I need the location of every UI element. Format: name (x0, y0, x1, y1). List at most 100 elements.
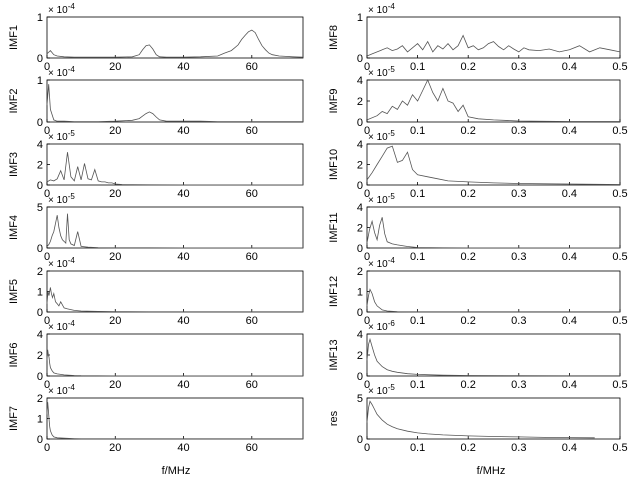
axes-frame (46, 206, 304, 249)
y-tick-label: 0 (37, 53, 43, 65)
x-tick-label: 0.2 (461, 125, 476, 137)
axes-frame (366, 16, 621, 59)
x-tick-label: 0.1 (410, 188, 425, 200)
x-tick-label: 0 (44, 125, 50, 137)
axes-frame (46, 16, 304, 59)
x-tick-label: 0.5 (612, 125, 627, 137)
y-tick-label: 4 (357, 329, 363, 341)
panel-imf13: IMF13 × 10-6 0 2 4 0 0.1 0.2 0.3 0.4 0.5 (328, 319, 628, 391)
y-tick-label: 2 (357, 160, 363, 172)
exponent-label: × 10-5 (368, 383, 395, 397)
exponent-label: × 10-4 (48, 383, 75, 397)
exponent-label: × 10-4 (368, 256, 395, 270)
series-line-imf5 (46, 287, 303, 313)
y-axis-label: IMF13 (328, 339, 340, 370)
y-tick-label: 5 (357, 393, 363, 405)
x-tick-label: 20 (109, 125, 121, 137)
x-tick-label: 0.4 (562, 442, 577, 454)
x-tick-label: 0 (364, 315, 370, 327)
x-tick-label: 0.5 (612, 61, 627, 73)
y-axis-label: IMF8 (328, 25, 340, 50)
y-tick-label: 0 (357, 180, 363, 192)
y-tick-label: 2 (37, 266, 43, 278)
x-tick-label: 0.1 (410, 379, 425, 391)
panel-imf10: IMF10 × 10-5 0 2 4 0 0.1 0.2 0.3 0.4 0.5 (328, 129, 628, 200)
y-tick-label: 0 (357, 434, 363, 446)
y-tick-label: 0 (37, 243, 43, 255)
axes-frame (366, 143, 621, 186)
y-tick-label: 0 (357, 243, 363, 255)
exponent-label: × 10-4 (368, 2, 395, 16)
x-tick-label: 0.1 (410, 442, 425, 454)
exponent-label: × 10-4 (48, 319, 75, 333)
x-tick-label: 0.1 (410, 125, 425, 137)
y-axis-label: IMF11 (328, 212, 340, 242)
series-line-imf13 (366, 337, 620, 377)
x-tick-label: 40 (177, 442, 189, 454)
exponent-label: × 10-5 (368, 192, 395, 206)
axes-frame (46, 79, 304, 123)
y-tick-label: 2 (357, 266, 363, 278)
y-axis-label: IMF4 (8, 215, 20, 240)
panel-imf11: IMF11 × 10-5 0 2 4 0 0.1 0.2 0.3 0.4 0.5 (328, 192, 628, 263)
y-tick-label: 0 (357, 53, 363, 65)
x-tick-label: 20 (109, 61, 121, 73)
y-tick-label: 4 (357, 75, 363, 87)
exponent-label: × 10-5 (368, 129, 395, 143)
series-line-imf3 (46, 152, 303, 186)
y-tick-label: 0 (357, 371, 363, 383)
y-tick-label: 2 (37, 350, 43, 362)
y-tick-label: 0 (37, 180, 43, 192)
exponent-label: × 10-4 (48, 65, 75, 79)
x-tick-label: 0 (44, 188, 50, 200)
axes-frame (366, 333, 621, 377)
x-tick-label: 0 (44, 315, 50, 327)
x-tick-label: 0.3 (511, 125, 526, 137)
series-line-imf7 (46, 402, 303, 440)
x-tick-label: 60 (246, 442, 258, 454)
y-axis-label: IMF9 (328, 88, 340, 113)
y-axis-label: IMF12 (328, 276, 340, 307)
x-tick-label: 40 (177, 315, 189, 327)
x-tick-label: 60 (246, 251, 258, 263)
exponent-label: × 10-4 (48, 256, 75, 270)
y-tick-label: 0 (37, 307, 43, 319)
series-line-imf8 (366, 34, 621, 57)
x-tick-label: 0 (364, 442, 370, 454)
exponent-label: × 10-4 (48, 2, 75, 16)
x-tick-label: 0.3 (511, 61, 526, 73)
y-tick-label: 2 (357, 96, 363, 108)
x-tick-label: 0.4 (562, 315, 577, 327)
x-tick-label: 20 (109, 251, 121, 263)
x-tick-label: 0 (364, 125, 370, 137)
x-tick-label: 0.3 (511, 315, 526, 327)
x-tick-label: 0.5 (612, 251, 627, 263)
y-axis-label: IMF1 (8, 25, 20, 50)
x-axis-label-right: f/MHz (477, 465, 506, 477)
x-tick-label: 60 (246, 379, 258, 391)
exponent-label: × 10-5 (48, 192, 75, 206)
series-line-imf9 (366, 79, 620, 122)
axes-frame (366, 397, 621, 440)
series-line-imf6 (46, 349, 303, 377)
x-tick-label: 0 (44, 442, 50, 454)
y-axis-label: IMF2 (8, 88, 20, 113)
x-tick-label: 60 (246, 125, 258, 137)
y-tick-label: 5 (37, 202, 43, 214)
x-tick-label: 0.4 (562, 379, 577, 391)
y-tick-label: 1 (37, 75, 43, 87)
x-tick-label: 0.5 (612, 379, 627, 391)
x-tick-label: 0.5 (612, 442, 627, 454)
series-line-imf11 (366, 217, 620, 249)
x-tick-label: 0.4 (562, 125, 577, 137)
series-line-imf2 (46, 84, 303, 122)
series-line-res (366, 400, 595, 439)
x-tick-label: 40 (177, 251, 189, 263)
axes-frame (46, 333, 304, 377)
x-tick-label: 0 (44, 251, 50, 263)
